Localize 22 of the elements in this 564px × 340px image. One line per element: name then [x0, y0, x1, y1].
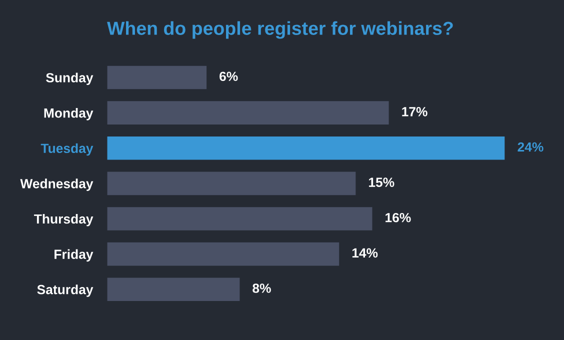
chart-title: When do people register for webinars? — [107, 21, 453, 39]
bar — [107, 278, 240, 302]
y-tick-label: Saturday — [37, 284, 94, 297]
bar — [107, 66, 207, 90]
bar — [107, 242, 340, 266]
data-label: 14% — [352, 248, 378, 258]
data-label: 6% — [220, 72, 238, 82]
data-label: 16% — [386, 212, 411, 222]
data-label: 17% — [402, 107, 428, 116]
y-tick-label: Friday — [54, 249, 94, 262]
bar — [107, 136, 505, 160]
bar — [107, 172, 356, 196]
data-label: 8% — [252, 284, 271, 293]
y-tick-label: Thursday — [34, 214, 94, 226]
bar — [107, 101, 389, 124]
data-label: 15% — [369, 178, 394, 187]
y-tick-label: Sunday — [46, 72, 94, 86]
y-tick-label: Tuesday — [40, 143, 94, 156]
data-label: 24% — [518, 142, 544, 152]
y-tick-label: Wednesday — [20, 178, 94, 191]
y-tick-label: Monday — [44, 108, 94, 120]
bar — [107, 207, 372, 230]
